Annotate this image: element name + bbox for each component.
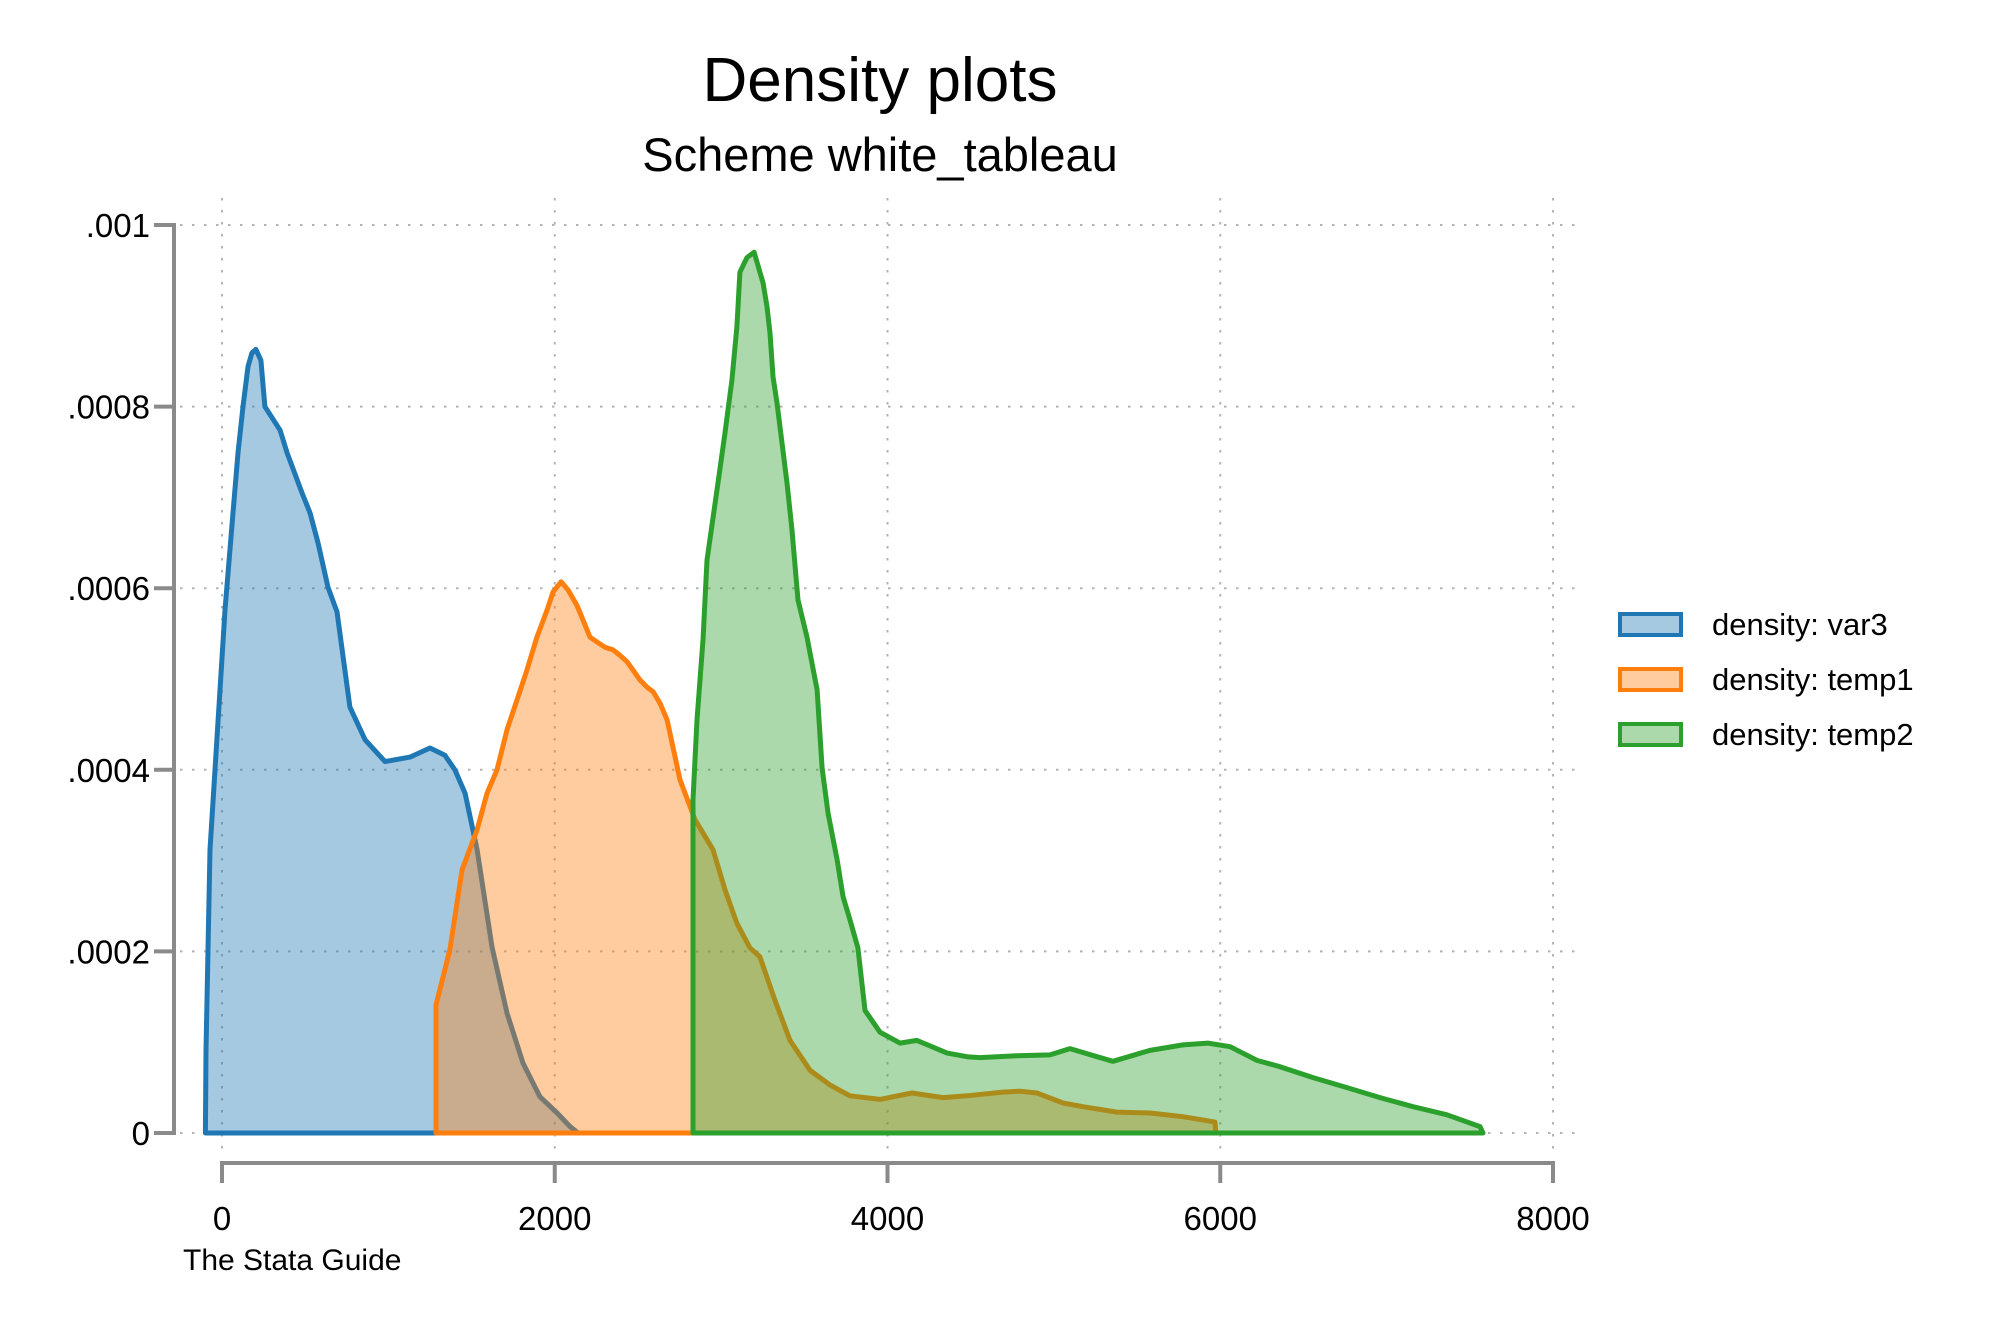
y-tick-label: .0008: [67, 389, 150, 426]
x-tick-label: 0: [213, 1200, 231, 1237]
legend-label-temp2: density: temp2: [1712, 716, 1914, 752]
legend-swatch-var3: [1618, 612, 1683, 637]
axes: [154, 223, 1555, 1183]
density-curve-3: [690, 249, 1486, 1136]
y-tick-label: 0: [132, 1115, 150, 1152]
legend-swatch-temp2: [1618, 722, 1683, 747]
legend-item-var3: density: var3: [1618, 607, 1914, 642]
density-curve-2: [433, 579, 1219, 1136]
y-tick-label: .001: [86, 207, 150, 244]
legend-label-var3: density: var3: [1712, 606, 1888, 642]
legend-label-temp1: density: temp1: [1712, 661, 1914, 697]
legend: density: var3 density: temp1 density: te…: [1618, 607, 1914, 777]
legend-item-temp1: density: temp1: [1618, 662, 1914, 697]
density-curve-1: [202, 346, 581, 1136]
x-tick-label: 8000: [1516, 1200, 1589, 1237]
x-tick-label: 4000: [851, 1200, 924, 1237]
y-tick-label: .0002: [67, 933, 150, 970]
y-tick-label: .0004: [67, 752, 150, 789]
tick-labels: 0 .0002 .0004 .0006 .0008 .001 0 2000 4000 6000 80…: [67, 207, 1589, 1237]
x-tick-label: 2000: [518, 1200, 591, 1237]
x-tick-label: 6000: [1184, 1200, 1257, 1237]
y-tick-label: .0006: [67, 570, 150, 607]
chart-subtitle: Scheme white_tableau: [642, 128, 1118, 181]
legend-item-temp2: density: temp2: [1618, 717, 1914, 752]
chart-title: Density plots: [702, 46, 1058, 115]
legend-swatch-temp1: [1618, 667, 1683, 692]
source-caption: The Stata Guide: [183, 1244, 402, 1277]
